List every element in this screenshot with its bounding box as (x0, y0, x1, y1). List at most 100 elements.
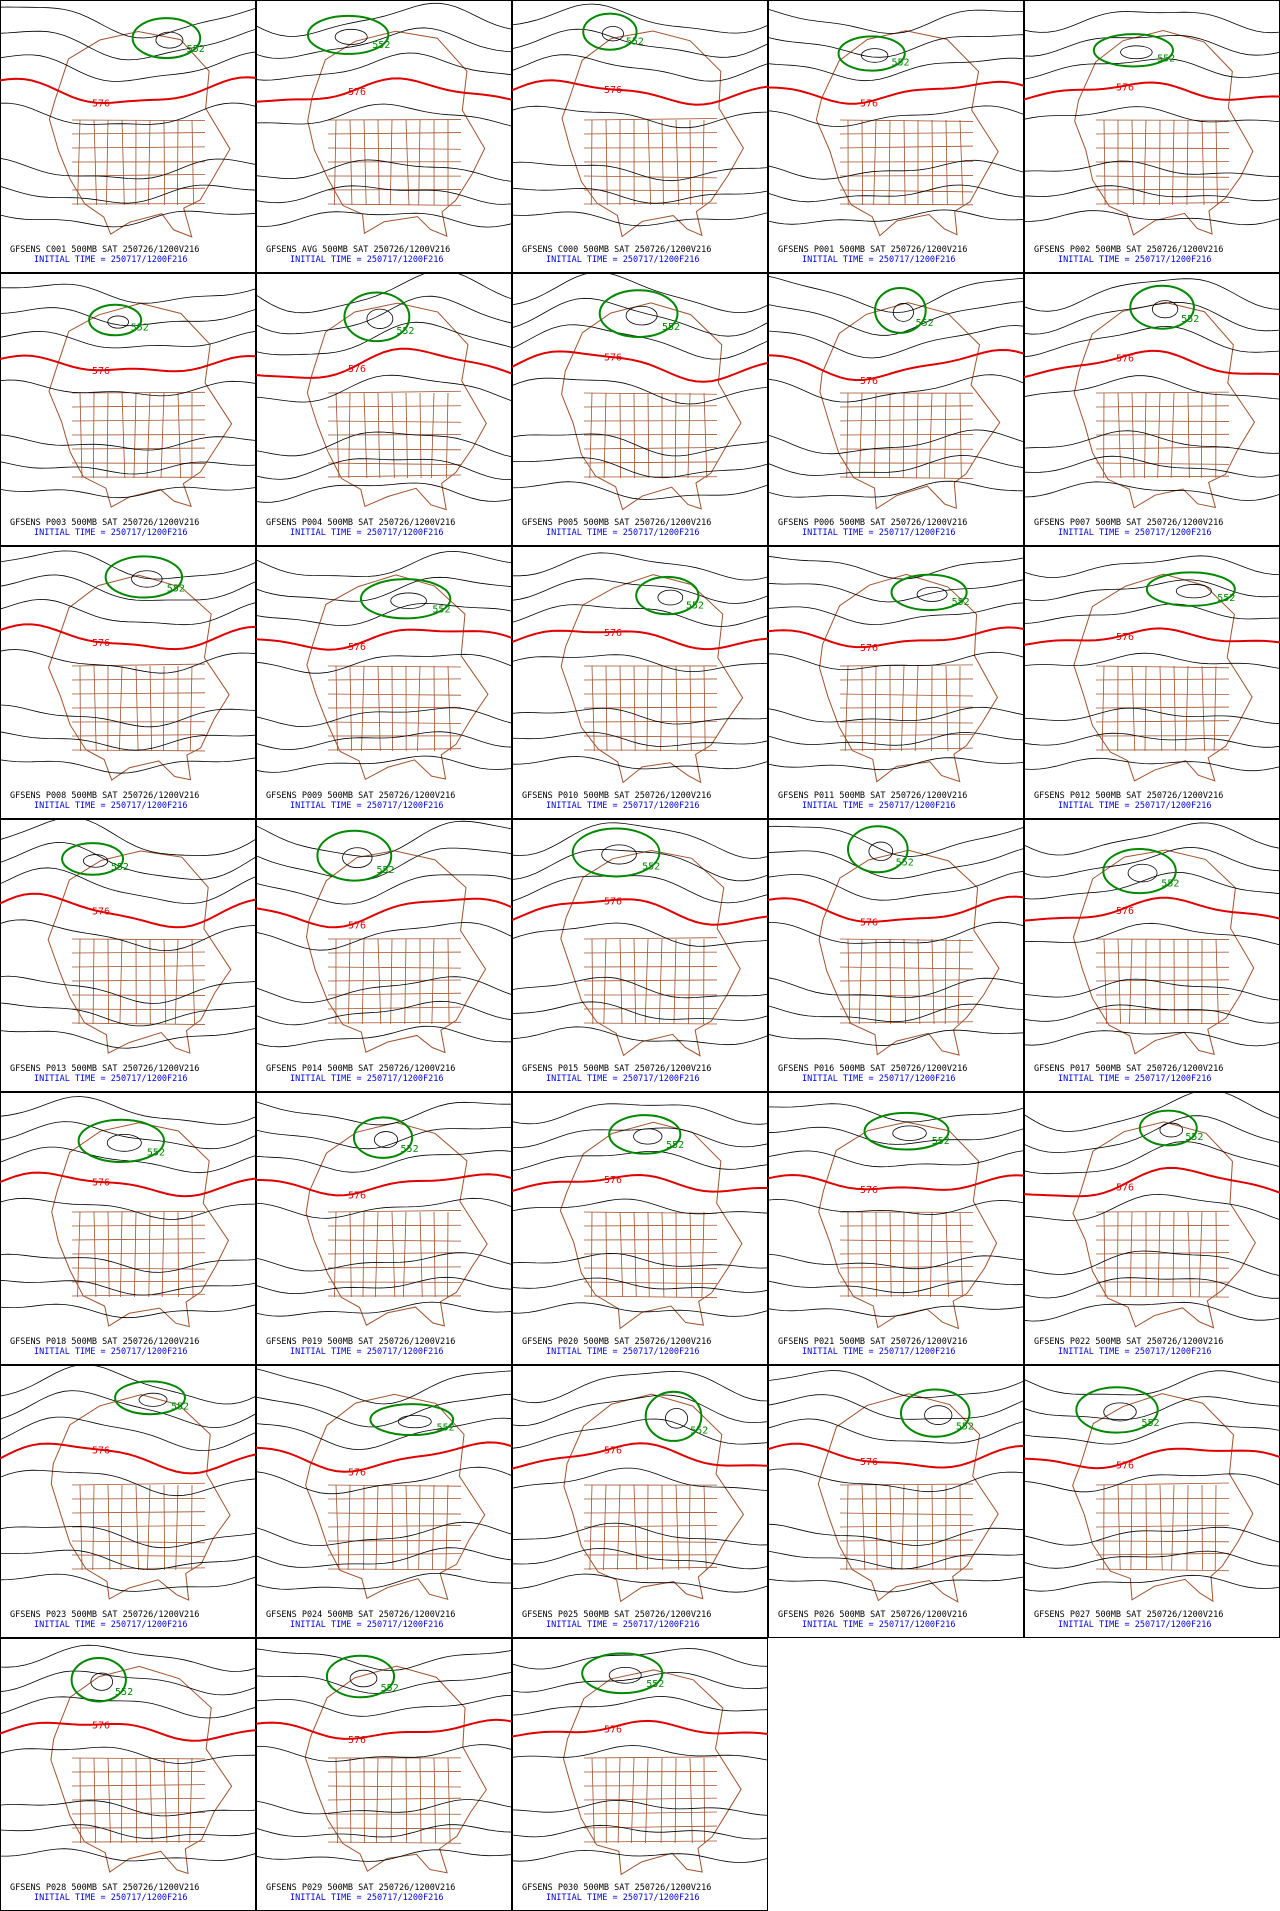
border-line (1095, 462, 1230, 465)
border-line (71, 1797, 206, 1801)
contour-label: 576 (604, 1724, 622, 1735)
contour-line (0, 486, 256, 499)
border-line (889, 938, 892, 1025)
contour-label: 552 (1157, 54, 1175, 65)
contour-label: 552 (892, 57, 910, 68)
contour-line (256, 922, 512, 951)
contour-line (334, 28, 368, 45)
contour-line (1024, 603, 1280, 624)
panel-title: GFSENS P015 500MB SAT 250726/1200V216 (522, 1064, 711, 1074)
border-line (71, 1812, 206, 1815)
contour-line (0, 184, 256, 204)
contour-line (1024, 1141, 1280, 1175)
coastline (1072, 1393, 1254, 1603)
map-panel: 552 576 GFSENS P027 500MB SAT 250726/1200V… (1024, 1365, 1280, 1638)
contour-line (1024, 1550, 1280, 1569)
contour-576 (256, 1173, 512, 1197)
panel-border (1024, 273, 1280, 546)
border-line (71, 1008, 206, 1011)
contour-552 (352, 1116, 414, 1159)
border-line (327, 951, 462, 954)
contour-line (512, 1001, 768, 1021)
contour-552 (1129, 284, 1195, 330)
contour-576 (0, 1721, 256, 1742)
border-line (839, 119, 974, 122)
map-panel: 552 576 GFSENS P021 500MB SAT 250726/1200V… (768, 1092, 1024, 1365)
map-panel: 552 576 GFSENS P011 500MB SAT 250726/1200V… (768, 546, 1024, 819)
border-line (118, 665, 123, 752)
border-line (1144, 665, 1147, 752)
contour-line (0, 731, 256, 751)
contour-line (0, 574, 256, 601)
border-line (71, 663, 206, 667)
contour-576 (256, 77, 512, 103)
map-panel: 552 576 GFSENS P006 500MB SAT 250726/1200V… (768, 273, 1024, 546)
map-panel: 552 576 GFSENS P012 500MB SAT 250726/1200V… (1024, 546, 1280, 819)
map-panel: 552 576 GFSENS P010 500MB SAT 250726/1200V… (512, 546, 768, 819)
contour-line (0, 1197, 256, 1220)
panel-init-time: INITIAL TIME = 250717/1200F216 (290, 1893, 444, 1903)
contour-line (0, 1303, 256, 1319)
contour-line (256, 1671, 512, 1694)
border-line (391, 1211, 396, 1298)
border-line (327, 1841, 462, 1844)
border-line (839, 1224, 974, 1227)
contour-line (256, 482, 512, 503)
map-panel: 552 576 GFSENS P009 500MB SAT 250726/1200V… (256, 546, 512, 819)
contour-552 (571, 827, 661, 878)
contour-552 (1102, 847, 1177, 895)
contour-label: 552 (932, 1136, 950, 1147)
contour-line (768, 651, 1024, 671)
contour-line (256, 1393, 512, 1428)
contour-label: 576 (92, 366, 110, 377)
contour-576 (0, 354, 256, 373)
panel-title: GFSENS C001 500MB SAT 250726/1200V216 (10, 245, 199, 255)
contour-label: 576 (1116, 632, 1134, 643)
border-line (1095, 1552, 1230, 1556)
contour-552 (369, 1403, 455, 1437)
border-line (1095, 951, 1230, 954)
contour-line (768, 706, 1024, 723)
border-line (418, 1484, 421, 1571)
contour-label: 552 (690, 1426, 708, 1437)
border-line (327, 979, 462, 982)
border-line (177, 119, 179, 206)
panel-title: GFSENS P007 500MB SAT 250726/1200V216 (1034, 518, 1223, 528)
border-line (646, 1484, 649, 1571)
contour-line (1024, 1526, 1280, 1546)
border-line (1143, 119, 1147, 206)
border-line (391, 665, 393, 752)
border-line (327, 678, 462, 681)
coastline (818, 849, 1000, 1056)
contour-label: 552 (646, 1679, 664, 1690)
contour-line (256, 1521, 512, 1547)
contour-576 (768, 1173, 1024, 1191)
border-line (839, 678, 974, 681)
panel-title: GFSENS P016 500MB SAT 250726/1200V216 (778, 1064, 967, 1074)
contour-line (1024, 1277, 1280, 1299)
contour-line (1024, 1473, 1280, 1493)
border-line (327, 434, 462, 436)
panel-init-time: INITIAL TIME = 250717/1200F216 (546, 1893, 700, 1903)
contour-576 (512, 1719, 768, 1738)
border-line (447, 1211, 449, 1298)
panel-border (256, 1638, 512, 1911)
contour-line (768, 480, 1024, 498)
contour-line (768, 1280, 1024, 1294)
contour-552 (325, 1654, 396, 1699)
coastline (563, 1393, 745, 1603)
contour-label: 576 (92, 638, 110, 649)
contour-line (256, 1849, 512, 1862)
border-line (327, 405, 462, 408)
panel-init-time: INITIAL TIME = 250717/1200F216 (34, 801, 188, 811)
border-line (839, 476, 974, 479)
border-line (327, 1497, 462, 1500)
contour-line (512, 297, 768, 337)
border-line (583, 392, 718, 395)
contour-552 (1138, 1109, 1198, 1147)
border-line (839, 938, 974, 942)
contour-line (1024, 185, 1280, 202)
contour-576 (256, 897, 512, 929)
border-line (674, 1757, 677, 1844)
panel-border (768, 546, 1024, 819)
